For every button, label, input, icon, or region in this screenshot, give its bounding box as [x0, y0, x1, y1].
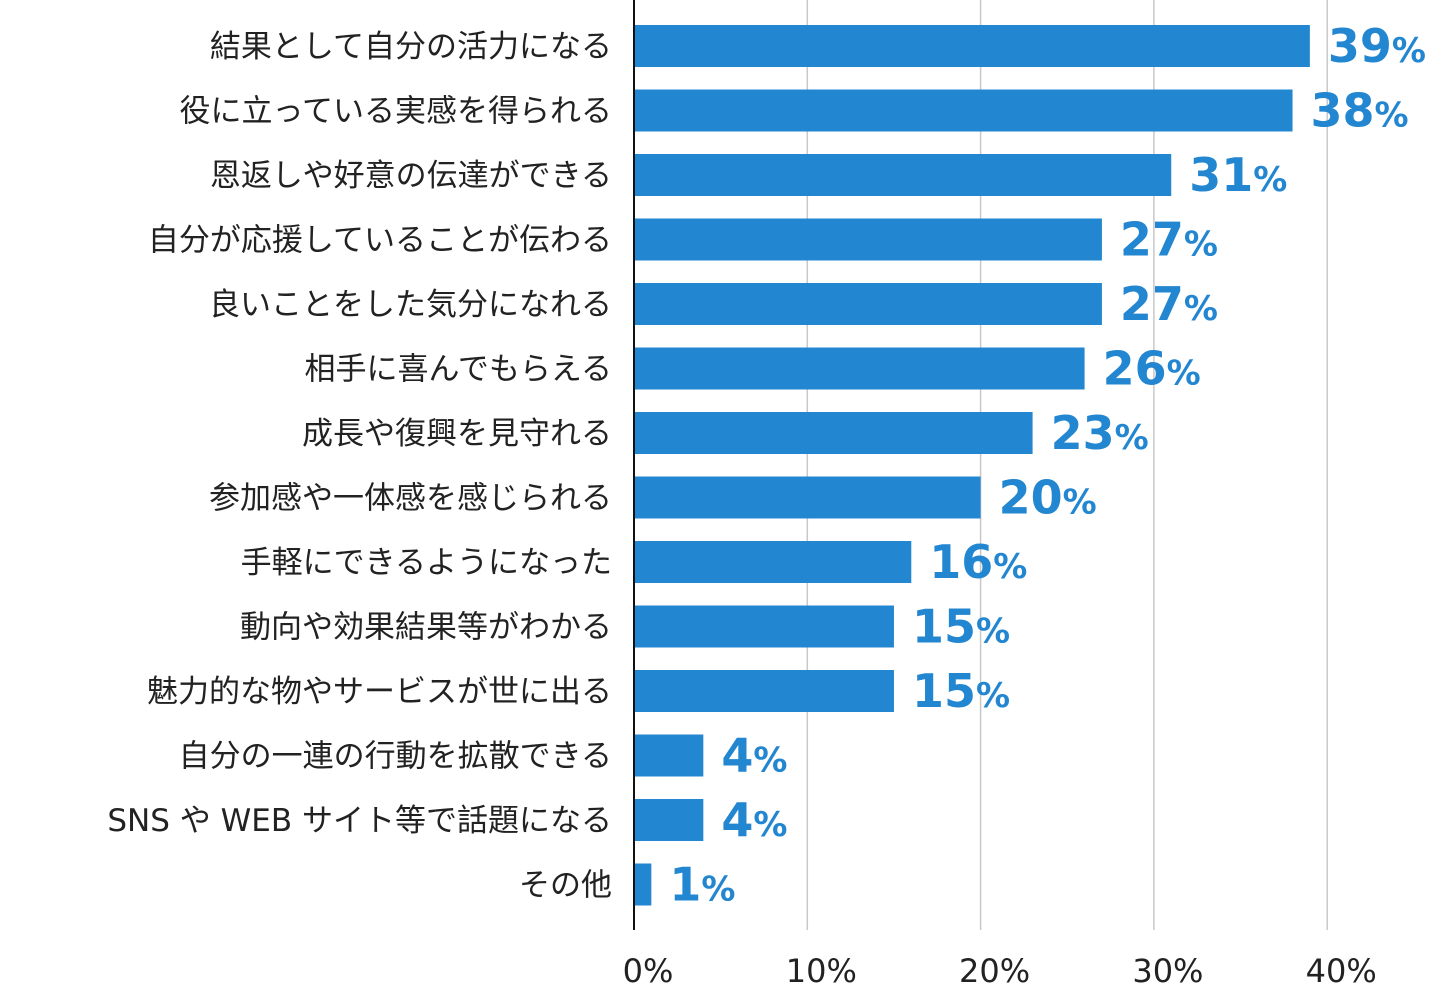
value-label: 39%	[1328, 19, 1426, 73]
bar	[634, 283, 1102, 325]
value-label: 4%	[721, 793, 787, 847]
bar	[634, 799, 704, 841]
value-label: 31%	[1189, 148, 1287, 202]
x-tick-label: 0%	[623, 952, 674, 988]
category-label: 動向や効果結果等がわかる	[240, 610, 612, 646]
category-label: 自分が応援していることが伝わる	[148, 223, 612, 259]
value-label: 27%	[1120, 277, 1218, 331]
value-label: 20%	[999, 471, 1097, 525]
value-label: 26%	[1103, 342, 1201, 396]
value-label: 16%	[929, 535, 1027, 589]
category-label: 相手に喜んでもらえる	[304, 352, 612, 388]
bar	[634, 347, 1085, 390]
category-label: 自分の一連の行動を拡散できる	[179, 739, 612, 775]
bars	[634, 25, 1310, 906]
bar	[634, 154, 1172, 196]
category-labels: 結果として自分の活力になる役に立っている実感を得られる恩返しや好意の伝達ができる…	[107, 29, 612, 904]
category-label: 結果として自分の活力になる	[210, 29, 612, 65]
category-label: 良いことをした気分になれる	[209, 287, 612, 323]
category-label: 手軽にできるようになった	[241, 545, 612, 581]
value-label: 27%	[1120, 213, 1218, 267]
bar	[634, 670, 894, 712]
category-label: その他	[519, 868, 612, 904]
bar	[634, 863, 652, 906]
value-label: 15%	[912, 600, 1010, 654]
value-label: 1%	[669, 858, 735, 912]
x-axis-ticks: 0% 10% 20% 30% 40%	[623, 952, 1377, 988]
category-label: 役に立っている実感を得られる	[180, 94, 612, 130]
value-label: 38%	[1311, 84, 1409, 138]
x-tick-label: 20%	[959, 952, 1030, 988]
category-label: 成長や復興を見守れる	[302, 416, 612, 452]
bar	[634, 734, 704, 777]
x-tick-label: 40%	[1306, 952, 1377, 988]
value-label: 15%	[912, 664, 1010, 718]
grid-lines	[806, 0, 1328, 930]
category-label: 魅力的な物やサービスが世に出る	[147, 674, 612, 710]
category-label: 恩返しや好意の伝達ができる	[210, 158, 612, 194]
bar	[634, 541, 912, 583]
bar	[634, 412, 1033, 454]
value-label: 4%	[721, 729, 787, 783]
bar	[634, 89, 1293, 132]
x-tick-label: 10%	[786, 952, 857, 988]
category-label: 参加感や一体感を感じられる	[209, 481, 612, 517]
bar	[634, 25, 1310, 67]
bar	[634, 605, 894, 648]
x-tick-label: 30%	[1132, 952, 1203, 988]
value-label: 23%	[1051, 406, 1149, 460]
bar	[634, 476, 981, 519]
value-labels: 39% 38% 31% 27% 27% 26% 23% 20% 16% 15% 15% 4% 4% 1%	[669, 19, 1426, 912]
bar	[634, 218, 1102, 261]
category-label: SNS や WEB サイト等で話題になる	[107, 803, 612, 839]
